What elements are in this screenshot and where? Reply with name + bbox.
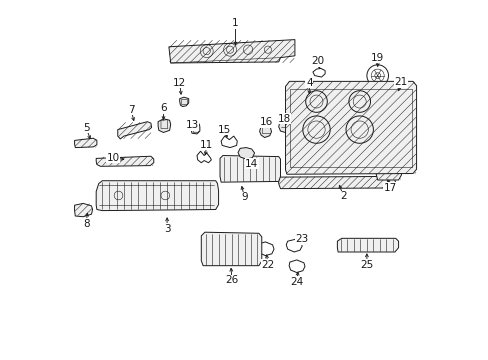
Text: 11: 11 <box>200 140 213 150</box>
Polygon shape <box>389 87 404 101</box>
Polygon shape <box>96 181 218 211</box>
Text: 12: 12 <box>173 78 186 88</box>
Text: 21: 21 <box>394 77 407 87</box>
Text: 9: 9 <box>241 192 247 202</box>
Polygon shape <box>75 138 97 148</box>
Polygon shape <box>278 120 295 133</box>
Polygon shape <box>201 232 261 266</box>
Text: 1: 1 <box>232 18 238 28</box>
Polygon shape <box>278 176 395 189</box>
Text: 24: 24 <box>289 276 303 287</box>
Text: 13: 13 <box>185 120 199 130</box>
Text: 14: 14 <box>244 159 258 169</box>
Polygon shape <box>259 126 271 138</box>
Polygon shape <box>191 123 200 134</box>
Text: 19: 19 <box>370 53 384 63</box>
Text: 3: 3 <box>163 224 170 234</box>
Text: 8: 8 <box>82 219 89 229</box>
Text: 6: 6 <box>160 103 166 113</box>
Polygon shape <box>220 156 280 182</box>
Text: 7: 7 <box>127 105 134 115</box>
Polygon shape <box>285 81 416 174</box>
Text: 2: 2 <box>340 191 346 201</box>
Text: 18: 18 <box>277 114 290 124</box>
Polygon shape <box>179 97 188 107</box>
Polygon shape <box>75 203 92 217</box>
Text: 4: 4 <box>305 78 312 88</box>
Text: 16: 16 <box>259 117 272 127</box>
Text: 10: 10 <box>106 153 120 163</box>
Text: 26: 26 <box>225 275 238 285</box>
Text: 22: 22 <box>261 260 274 270</box>
Text: 15: 15 <box>218 125 231 135</box>
Polygon shape <box>158 119 170 132</box>
Text: 25: 25 <box>360 260 373 270</box>
Polygon shape <box>238 148 254 159</box>
Polygon shape <box>96 156 153 166</box>
Text: 5: 5 <box>82 123 89 133</box>
Text: 17: 17 <box>383 183 396 193</box>
Text: 20: 20 <box>311 56 324 66</box>
Polygon shape <box>337 238 398 252</box>
Text: 23: 23 <box>295 234 308 244</box>
Polygon shape <box>118 122 151 139</box>
Polygon shape <box>168 40 294 63</box>
Polygon shape <box>375 159 401 180</box>
